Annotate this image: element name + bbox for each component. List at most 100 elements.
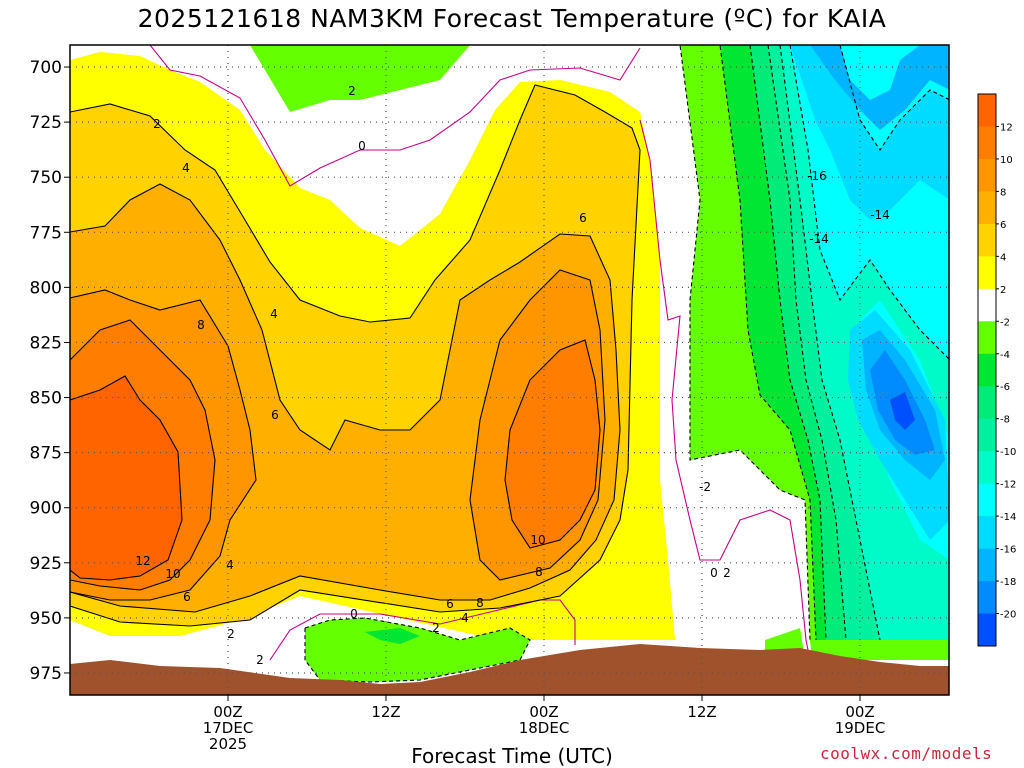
colorbar-segment--18_-16 (978, 548, 996, 582)
contour-label-9: 8 (197, 318, 205, 332)
colorbar-label-11: -12 (1000, 480, 1016, 491)
x-tick-label-0-0: 00Z (213, 703, 242, 721)
contour-label-21: 4 (461, 611, 469, 625)
y-tick-label-950: 950 (30, 609, 62, 629)
contour-label-3: 2 (153, 117, 161, 131)
contour-neg10 (779, 45, 881, 641)
colorbar-label-0: 12 (1000, 122, 1013, 133)
contour-label-18: 2 (256, 653, 264, 667)
colorbar: 12 10 8 6 4 2 -2 -4 -6 -8 -10 -12 -14 -16 -18 -20 (977, 93, 1016, 647)
y-tick-label-775: 775 (30, 223, 62, 243)
contour-label-25: 0 (710, 566, 718, 580)
colorbar-segment-8_10 (978, 158, 996, 192)
contour-neg4 (700, 45, 817, 641)
contour-neg2 (660, 45, 811, 641)
colorbar-segment--4_-2 (978, 321, 996, 355)
colorbar-label-9: -8 (1000, 415, 1010, 426)
contour-label-24: -2 (699, 480, 711, 494)
contour-4 (70, 183, 621, 613)
contour-label-10: 6 (271, 408, 279, 422)
colorbar-label-1: 10 (1000, 155, 1013, 166)
contour-label-26: 2 (723, 566, 731, 580)
contour-label-1: 0 (358, 139, 366, 153)
colorbar-segment--20_-18 (978, 581, 996, 615)
contour-label-13: 12 (135, 554, 150, 568)
x-tick-label-2-1: 18DEC (519, 719, 570, 737)
colorbar-label-15: -20 (1000, 610, 1016, 621)
colorbar-segment-10_12 (978, 126, 996, 160)
y-tick-label-850: 850 (30, 389, 62, 409)
y-tick-label-875: 875 (30, 444, 62, 464)
contour-label-19: 0 (350, 607, 358, 621)
contour-lines (70, 45, 949, 683)
colorbar-segment-2_4 (978, 256, 996, 290)
contour-label-4: 6 (579, 211, 587, 225)
colorbar-segment--14_-12 (978, 483, 996, 517)
band-below-neg20 (890, 392, 915, 430)
contour-neg6 (749, 45, 827, 641)
colorbar-label-6: -2 (1000, 317, 1010, 328)
colorbar-segment--10_-8 (978, 418, 996, 452)
y-tick-label-975: 975 (30, 664, 62, 684)
contour-label-23: 8 (476, 596, 484, 610)
contour-0-right (639, 119, 811, 661)
band-above-12 (70, 376, 182, 580)
colorbar-label-10: -10 (1000, 447, 1016, 458)
x-tick-label-4-1: 19DEC (835, 719, 886, 737)
x-tick-label-0-1: 17DEC (203, 719, 254, 737)
contour-8-right (504, 339, 601, 549)
y-tick-label-925: 925 (30, 554, 62, 574)
contour-label-17: 2 (227, 627, 235, 641)
x-axis-label: Forecast Time (UTC) (411, 744, 613, 768)
contour-label-15: 6 (183, 590, 191, 604)
contour-6-right (469, 269, 606, 581)
contour-2 (70, 84, 641, 627)
contour-label-22: 6 (446, 597, 454, 611)
plot-grid (70, 45, 949, 695)
colorbar-label-13: -16 (1000, 545, 1016, 556)
contour-label-5: -16 (807, 169, 827, 183)
colorbar-segment-below_-20 (978, 613, 996, 647)
contour-label-16: 4 (226, 558, 234, 572)
contour-label-14: 10 (165, 567, 180, 581)
terrain (70, 644, 949, 695)
colorbar-label-2: 8 (1000, 187, 1006, 198)
contour-label-2: 4 (182, 161, 190, 175)
y-tick-label-700: 700 (30, 58, 62, 78)
colorbar-label-8: -6 (1000, 382, 1010, 393)
contour-6 (70, 289, 257, 601)
contour-label-12: 8 (535, 565, 543, 579)
y-tick-label-725: 725 (30, 113, 62, 133)
y-tick-label-900: 900 (30, 499, 62, 519)
x-tick-label-4-0: 00Z (845, 703, 874, 721)
contour-label-20: 2 (432, 621, 440, 635)
contour-label-6: -14 (809, 232, 829, 246)
colorbar-label-14: -18 (1000, 577, 1016, 588)
contour-neg8 (767, 45, 847, 641)
colorbar-label-12: -14 (1000, 512, 1016, 523)
site-credit: coolwx.com/models (820, 744, 993, 763)
contour-label-7: -14 (870, 208, 890, 222)
x-tick-label-0-2: 2025 (209, 735, 247, 753)
colorbar-segment-6_8 (978, 191, 996, 225)
colorbar-label-5: 2 (1000, 285, 1006, 296)
contour-label-11: 10 (530, 533, 545, 547)
x-tick-label-2-0: 00Z (529, 703, 558, 721)
x-tick-label-3-0: 12Z (687, 703, 716, 721)
y-tick-label-750: 750 (30, 168, 62, 188)
colorbar-label-3: 6 (1000, 220, 1006, 231)
contour-8 (70, 319, 216, 591)
contour-neg14 (839, 45, 949, 151)
plot-frame (69, 44, 950, 696)
y-tick-label-825: 825 (30, 333, 62, 353)
contour-label-8: 4 (270, 307, 278, 321)
contour-0-low (269, 599, 576, 661)
colorbar-frame (977, 93, 997, 647)
colorbar-segment--12_-10 (978, 451, 996, 485)
colorbar-label-4: 4 (1000, 252, 1006, 263)
y-axis-ticks: 700 725 750 775 800 825 850 875 900 925 950 975 (30, 58, 70, 684)
colorbar-segment-4_6 (978, 223, 996, 257)
contour-neg12 (789, 45, 949, 360)
